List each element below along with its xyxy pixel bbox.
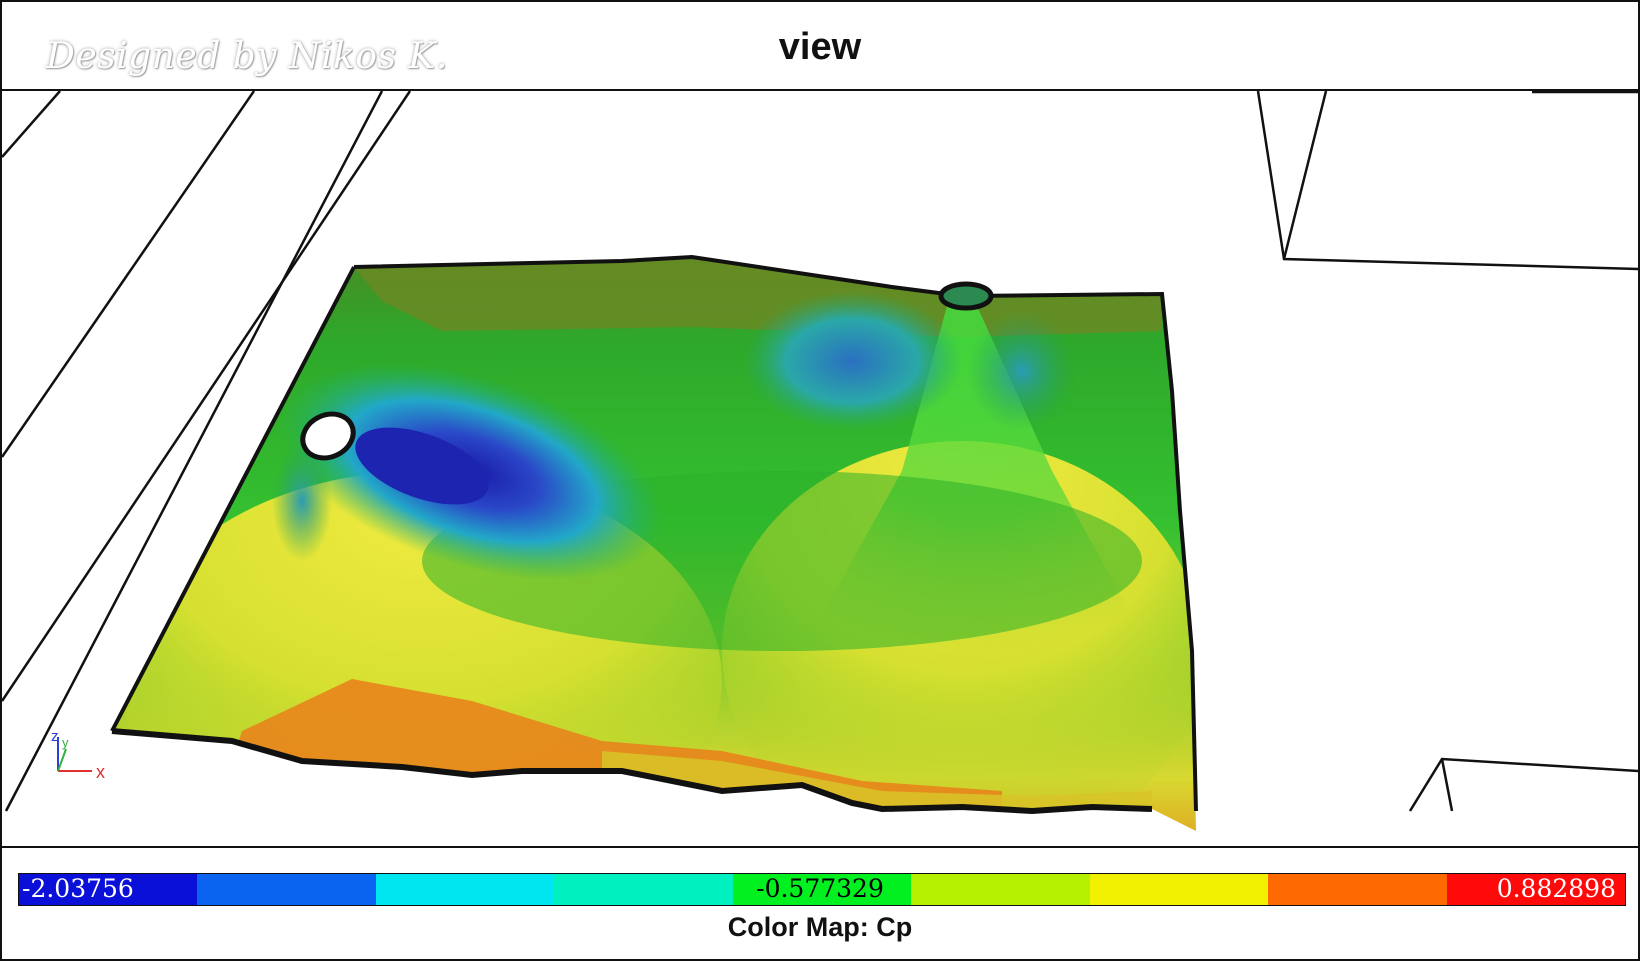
- axis-triad: x z y: [51, 728, 105, 782]
- colorbar-max-label: 0.882898: [1496, 874, 1616, 903]
- title-bar: Designed by Nikos K. view: [2, 2, 1638, 91]
- membrane-outline: [353, 254, 1198, 812]
- axis-x-label: x: [96, 762, 105, 782]
- membrane-surface: [112, 257, 1196, 831]
- colorbar-min-label: -2.03756: [22, 874, 134, 903]
- colorbar-segment: [197, 874, 376, 905]
- colorbar-segment: [1089, 874, 1269, 905]
- colorbar-segment: [1268, 874, 1447, 905]
- membrane-edge-left: [110, 266, 356, 732]
- colorbar-segment: [911, 874, 1090, 905]
- membrane-edge-bottom: [111, 728, 1153, 815]
- watermark: Designed by Nikos K.: [46, 36, 448, 77]
- colorbar-segment: [375, 874, 555, 905]
- mast-ring-right: [938, 281, 994, 311]
- 3d-viewport[interactable]: x z y: [2, 91, 1638, 848]
- scene-wireframe: [2, 91, 1638, 812]
- colorbar-segment: [1446, 874, 1625, 905]
- colorbar-segment: [732, 874, 912, 905]
- colorbar-title: Color Map: Cp: [727, 912, 913, 942]
- colorbar-mid-label: -0.577329: [756, 874, 884, 903]
- colorbar-segment: [554, 874, 733, 905]
- view-title: view: [778, 26, 862, 68]
- axis-z-label: z: [51, 728, 59, 745]
- mast-ring-left: [300, 411, 356, 461]
- colorbar: [18, 873, 1626, 906]
- colorbar-segment: [19, 874, 198, 905]
- scene-svg: x z y: [2, 91, 1638, 831]
- axis-y-label: y: [62, 735, 69, 750]
